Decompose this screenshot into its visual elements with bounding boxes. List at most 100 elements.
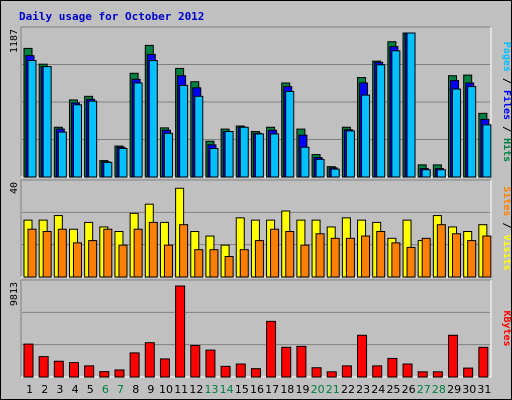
legend-label: Sites / Visits [501,186,511,270]
bar-kbytes-24 [372,365,383,378]
bar-sites-17 [270,228,280,278]
bar-sites-9 [148,221,158,278]
day-label: 1 [26,383,33,396]
bar-kbytes-21 [326,371,337,378]
bar-sites-15 [239,249,249,278]
bar-sites-6 [103,228,113,278]
legend-entry: Files [501,90,511,120]
day-label: 30 [462,383,476,396]
day-label: 10 [159,383,173,396]
bar-kbytes-13 [205,349,216,378]
bar-pages-22 [345,130,355,178]
bar-sites-4 [72,242,82,278]
bar-kbytes-15 [235,363,246,378]
bar-sites-29 [452,233,462,278]
bar-pages-21 [330,168,340,178]
bar-kbytes-26 [402,363,413,378]
day-label: 2 [41,383,48,396]
bar-sites-27 [421,237,431,278]
legend-entry: Visits [501,235,511,271]
bar-sites-20 [315,233,325,278]
bar-pages-31 [482,124,492,178]
bar-pages-28 [436,169,446,178]
bar-pages-20 [315,158,325,178]
legend-label: Pages / Files / Hits [501,42,511,162]
day-label: 26 [402,383,416,396]
day-label: 9 [147,383,154,396]
bar-pages-11 [179,84,189,178]
bar-pages-9 [148,60,158,178]
bar-sites-21 [330,237,340,278]
day-label: 19 [295,383,309,396]
day-label: 25 [386,383,400,396]
day-label: 21 [326,383,340,396]
bar-pages-16 [254,133,264,178]
legend-entry: / [501,72,511,90]
bar-sites-11 [179,224,189,278]
bar-pages-23 [361,94,371,178]
bar-kbytes-19 [296,345,307,378]
bar-kbytes-20 [311,367,322,378]
day-label: 23 [356,383,370,396]
bar-sites-19 [300,244,310,278]
bar-sites-24 [376,231,386,278]
bar-kbytes-3 [53,360,64,378]
bar-kbytes-8 [129,352,140,378]
bar-sites-7 [118,244,128,278]
bar-pages-13 [209,147,219,178]
bar-pages-8 [133,82,143,178]
bar-kbytes-18 [281,346,292,378]
bar-kbytes-14 [220,365,231,378]
day-label: 22 [341,383,355,396]
legend-entry: / [501,216,511,234]
bar-sites-3 [57,228,67,278]
bar-sites-2 [42,231,52,278]
bar-sites-14 [224,256,234,278]
day-label: 7 [117,383,124,396]
bar-pages-26 [406,32,416,178]
bar-pages-14 [224,131,234,178]
bar-sites-22 [345,237,355,278]
bar-kbytes-30 [463,367,474,378]
bar-pages-25 [391,50,401,178]
bar-kbytes-31 [478,346,489,378]
day-label: 4 [72,383,79,396]
bar-sites-28 [436,224,446,278]
day-label: 16 [250,383,264,396]
day-label: 18 [280,383,294,396]
bar-pages-1 [27,60,37,178]
day-label: 8 [132,383,139,396]
bar-pages-10 [163,132,173,178]
bar-kbytes-5 [84,365,95,378]
bar-sites-25 [391,242,401,278]
day-label: 15 [235,383,249,396]
bar-pages-24 [376,64,386,178]
bar-kbytes-7 [114,369,125,378]
day-label: 24 [371,383,385,396]
day-label: 29 [447,383,461,396]
day-label: 14 [220,383,234,396]
legend-entry: Hits [501,138,511,162]
bar-sites-8 [133,228,143,278]
chart-title: Daily usage for October 2012 [19,10,204,23]
day-label: 20 [311,383,325,396]
day-label: 27 [417,383,431,396]
day-label: 31 [477,383,491,396]
day-label: 5 [87,383,94,396]
bar-pages-17 [270,133,280,178]
bar-pages-15 [239,126,249,178]
day-label: 17 [265,383,279,396]
bar-sites-10 [163,244,173,278]
day-label: 13 [205,383,219,396]
bar-sites-1 [27,228,37,278]
bar-kbytes-4 [68,362,79,378]
bar-pages-27 [421,169,431,178]
bar-kbytes-25 [387,357,398,378]
bar-sites-13 [209,249,219,278]
bar-sites-26 [406,246,416,278]
bar-kbytes-11 [175,285,186,378]
bar-kbytes-29 [448,334,459,378]
bar-sites-23 [361,235,371,278]
bar-kbytes-16 [250,368,261,378]
